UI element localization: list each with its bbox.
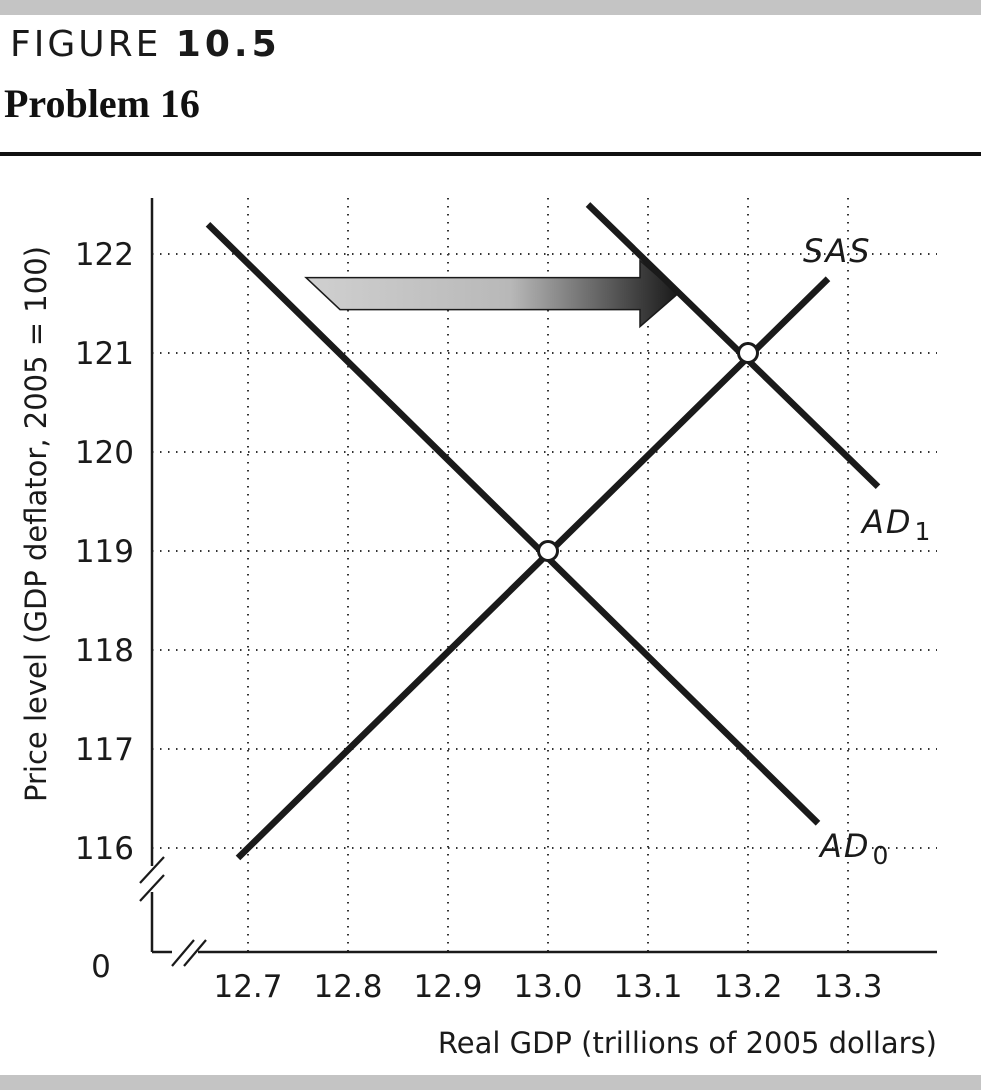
series bbox=[205, 202, 881, 861]
equilibrium-points bbox=[537, 342, 759, 562]
equilibrium-point-1 bbox=[537, 540, 559, 562]
labels: 116 117 118 119 120 121 122 12.7 12.8 12.9 13.0 13.… bbox=[19, 232, 937, 1060]
figure-number: 10.5 bbox=[175, 24, 281, 65]
curve-label-ad0: AD0 bbox=[818, 827, 888, 870]
curve-label-subscript: 1 bbox=[915, 517, 931, 546]
header-rule bbox=[0, 152, 981, 156]
y-tick-label-120: 120 bbox=[75, 435, 134, 471]
x-tick-label-13.1: 13.1 bbox=[613, 969, 682, 1005]
x-tick-label-12.7: 12.7 bbox=[213, 969, 282, 1005]
bottom-border-bar bbox=[0, 1075, 981, 1090]
curve-label-main: SAS bbox=[803, 232, 872, 270]
y-tick-label-117: 117 bbox=[75, 732, 134, 768]
series-line-ad1 bbox=[585, 202, 881, 489]
series-line-sas bbox=[235, 276, 831, 861]
y-axis-break-mark-2 bbox=[139, 874, 165, 902]
x-tick-label-13.0: 13.0 bbox=[513, 969, 582, 1005]
shift-arrow bbox=[304, 258, 680, 329]
x-axis-title: Real GDP (trillions of 2005 dollars) bbox=[438, 1026, 937, 1060]
x-tick-label-12.9: 12.9 bbox=[413, 969, 482, 1005]
x-tick-label-13.2: 13.2 bbox=[713, 969, 782, 1005]
figure-label: FIGURE 10.5 bbox=[10, 24, 281, 65]
y-tick-label-119: 119 bbox=[75, 534, 134, 570]
figure-prefix: FIGURE bbox=[10, 24, 162, 65]
y-axis-break-mark-1 bbox=[139, 856, 165, 884]
curve-label-ad1: AD1 bbox=[860, 503, 930, 546]
figure-title: Problem 16 bbox=[4, 81, 200, 126]
x-tick-label-13.3: 13.3 bbox=[813, 969, 882, 1005]
y-tick-label-118: 118 bbox=[75, 633, 134, 669]
curve-label-main: AD bbox=[818, 827, 871, 865]
y-tick-label-116: 116 bbox=[75, 831, 134, 867]
curve-label-sas: SAS bbox=[803, 232, 872, 270]
curve-label-main: AD bbox=[860, 503, 913, 541]
x-tick-label-12.8: 12.8 bbox=[313, 969, 382, 1005]
origin-label: 0 bbox=[91, 949, 111, 985]
x-axis-break-mark-1 bbox=[171, 939, 195, 967]
top-border-bar bbox=[0, 0, 981, 15]
y-axis-title: Price level (GDP deflator, 2005 = 100) bbox=[19, 246, 53, 802]
shift-arrow-shape bbox=[304, 258, 680, 329]
axes bbox=[139, 198, 937, 967]
series-line-ad0 bbox=[205, 221, 821, 826]
equilibrium-point-2 bbox=[737, 342, 759, 364]
curve-label-subscript: 0 bbox=[873, 841, 889, 870]
x-axis-break-mark-2 bbox=[183, 939, 207, 967]
y-tick-label-121: 121 bbox=[75, 336, 134, 372]
y-tick-label-122: 122 bbox=[75, 237, 134, 273]
